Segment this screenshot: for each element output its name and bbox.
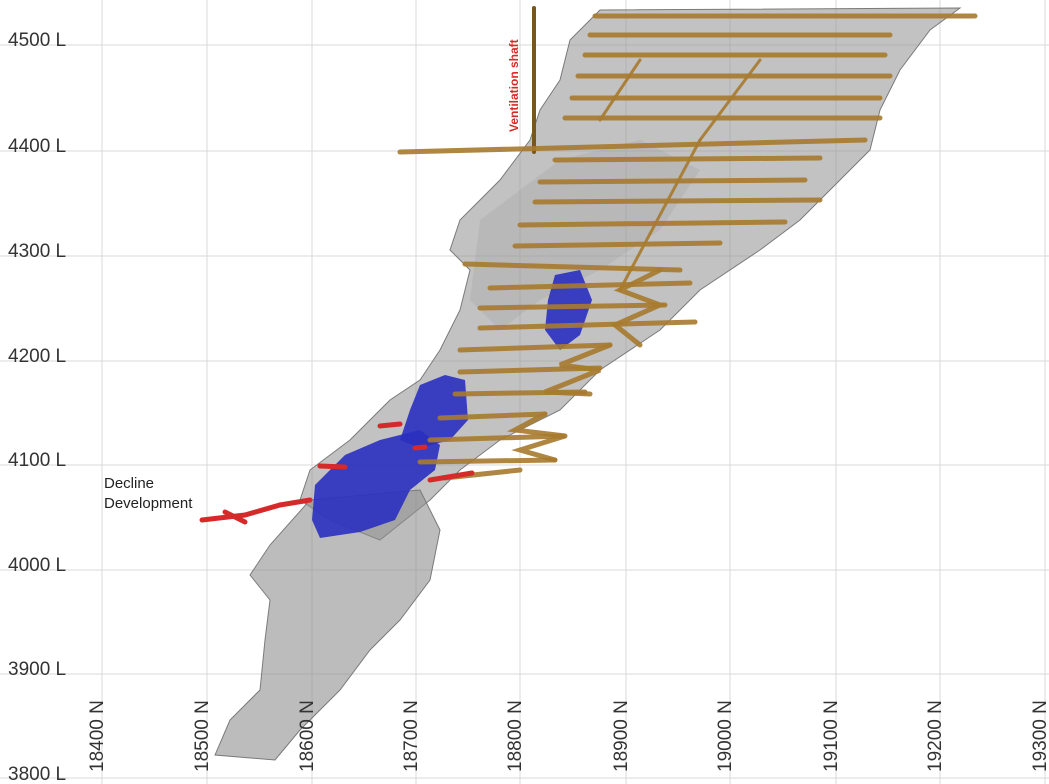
northing-label: 19100 N (821, 700, 842, 772)
northing-axis: 18400 N 18500 N 18600 N 18700 N 18800 N … (87, 700, 1049, 772)
orebody-shell (214, 7, 962, 761)
elevation-label: 3900 L (8, 659, 66, 680)
stoped-zone-middle (400, 375, 468, 448)
elevation-label: 4200 L (8, 346, 66, 367)
stoped-zone-lower (312, 430, 440, 538)
ventilation-shaft-label: Ventilation shaft (507, 39, 521, 132)
northing-label: 18500 N (192, 700, 213, 772)
elevation-label: 4400 L (8, 136, 66, 157)
elevation-label: 3800 L (8, 764, 66, 784)
decline-label-line2: Development (104, 495, 193, 512)
northing-label: 18700 N (401, 700, 422, 772)
northing-label: 18800 N (505, 700, 526, 772)
decline-label-line1: Decline (104, 475, 154, 492)
elevation-label: 4500 L (8, 30, 66, 51)
decline-development (199, 421, 475, 525)
northing-label: 18900 N (611, 700, 632, 772)
elevation-label: 4300 L (8, 241, 66, 262)
stoped-zones (312, 270, 592, 538)
level-development (397, 13, 978, 481)
elevation-label: 4100 L (8, 450, 66, 471)
northing-label: 19200 N (925, 700, 946, 772)
orebody-shell-lower (214, 489, 441, 761)
northing-label: 18400 N (87, 700, 108, 772)
elevation-label: 4000 L (8, 555, 66, 576)
stoped-zone-upper (545, 270, 592, 350)
northing-label: 19300 N (1030, 700, 1049, 772)
northing-label: 18600 N (297, 700, 318, 772)
orebody-shell-facets (470, 140, 700, 330)
northing-label: 19000 N (715, 700, 736, 772)
elevation-axis: 4500 L 4400 L 4300 L 4200 L 4100 L 4000 … (8, 30, 66, 784)
